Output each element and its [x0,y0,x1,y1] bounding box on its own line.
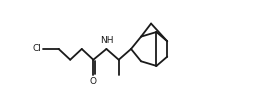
Text: NH: NH [100,36,113,45]
Text: Cl: Cl [32,44,41,54]
Text: O: O [90,77,97,86]
